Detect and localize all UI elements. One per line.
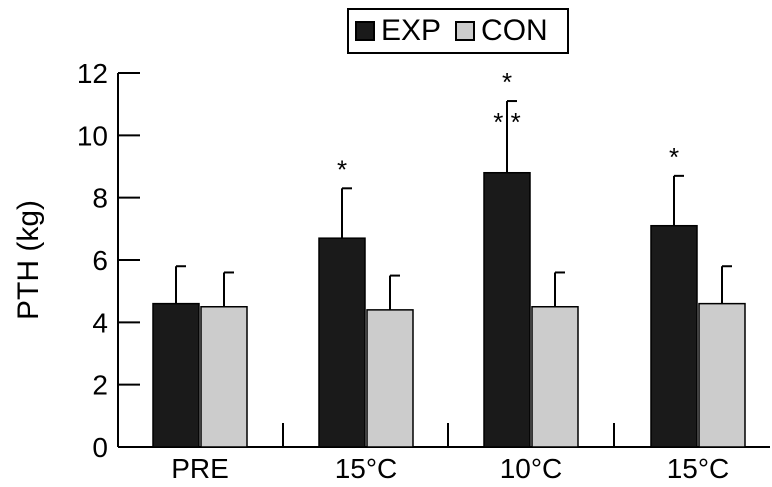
- y-tick-label: 2: [92, 370, 108, 401]
- legend-swatch-con: [455, 21, 476, 41]
- y-axis-label: PTH (kg): [12, 200, 45, 320]
- significance-annotation: *: [669, 142, 679, 172]
- x-tick-label: 15°C: [667, 453, 730, 484]
- x-tick-label: 15°C: [335, 453, 398, 484]
- y-tick-label: 8: [92, 183, 108, 214]
- x-tick-label: 10°C: [500, 453, 563, 484]
- bar-con: [531, 306, 579, 448]
- bar-con: [698, 302, 746, 448]
- bar-exp: [152, 302, 200, 448]
- y-tick-label: 12: [77, 58, 108, 89]
- significance-annotation: *: [337, 154, 347, 184]
- legend-swatch-exp: [355, 21, 375, 41]
- y-tick-label: 0: [92, 432, 108, 463]
- legend: EXP CON: [347, 8, 569, 54]
- bar-con: [366, 309, 414, 448]
- legend-item-exp: EXP: [355, 14, 441, 48]
- bar-exp: [318, 237, 366, 448]
- legend-item-con: CON: [455, 14, 548, 48]
- bar-con: [200, 306, 248, 448]
- significance-annotation: * *: [493, 107, 520, 137]
- significance-annotation: *: [502, 67, 512, 97]
- x-tick-label: PRE: [171, 453, 229, 484]
- y-tick-label: 6: [92, 245, 108, 276]
- bar-exp: [483, 171, 531, 448]
- bar-exp: [650, 224, 698, 448]
- legend-label-con: CON: [481, 14, 548, 47]
- legend-label-exp: EXP: [381, 14, 442, 47]
- y-tick-label: 4: [92, 307, 108, 338]
- y-tick-label: 10: [77, 120, 108, 151]
